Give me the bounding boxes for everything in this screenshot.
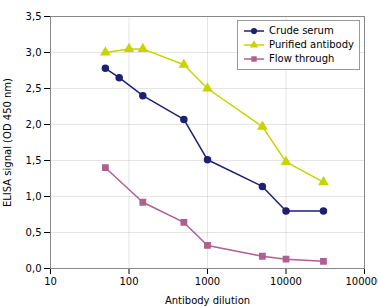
- svg-text:100000: 100000: [345, 276, 378, 287]
- svg-text:3,5: 3,5: [26, 11, 42, 22]
- svg-text:1000: 1000: [195, 276, 220, 287]
- html-text:Crude serum: Crude serum: [269, 25, 334, 36]
- svg-text:2,5: 2,5: [26, 83, 42, 94]
- svg-text:10: 10: [44, 276, 57, 287]
- svg-text:Antibody dilution: Antibody dilution: [165, 295, 250, 306]
- svg-text:1,5: 1,5: [26, 155, 42, 166]
- svg-text:ELISA signal (OD 450 nm): ELISA signal (OD 450 nm): [2, 78, 13, 207]
- html-text:Flow through: Flow through: [269, 53, 335, 64]
- svg-text:0,0: 0,0: [26, 263, 42, 274]
- svg-text:0,5: 0,5: [26, 227, 42, 238]
- svg-text:3,0: 3,0: [26, 47, 42, 58]
- svg-text:100: 100: [119, 276, 138, 287]
- svg-text:10000: 10000: [270, 276, 302, 287]
- svg-text:1,0: 1,0: [26, 191, 42, 202]
- svg-text:2,0: 2,0: [26, 119, 42, 130]
- html-text:Purified antibody: Purified antibody: [269, 39, 354, 50]
